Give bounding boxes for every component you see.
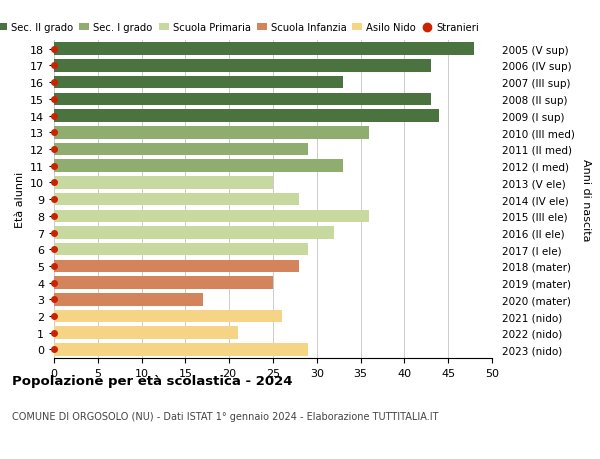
Bar — [54, 177, 273, 189]
Bar — [54, 227, 334, 239]
Text: Popolazione per età scolastica - 2024: Popolazione per età scolastica - 2024 — [12, 374, 293, 387]
Bar — [54, 77, 343, 89]
Text: COMUNE DI ORGOSOLO (NU) - Dati ISTAT 1° gennaio 2024 - Elaborazione TUTTITALIA.I: COMUNE DI ORGOSOLO (NU) - Dati ISTAT 1° … — [12, 411, 439, 421]
Bar — [54, 93, 431, 106]
Bar — [54, 110, 439, 123]
Bar — [54, 293, 203, 306]
Legend: Sec. II grado, Sec. I grado, Scuola Primaria, Scuola Infanzia, Asilo Nido, Stran: Sec. II grado, Sec. I grado, Scuola Prim… — [0, 23, 479, 33]
Bar — [54, 260, 299, 273]
Bar — [54, 243, 308, 256]
Bar — [54, 343, 308, 356]
Bar — [54, 143, 308, 156]
Bar — [54, 277, 273, 289]
Bar — [54, 210, 370, 223]
Bar — [54, 127, 370, 139]
Bar — [54, 193, 299, 206]
Y-axis label: Anni di nascita: Anni di nascita — [581, 158, 591, 241]
Bar — [54, 310, 282, 323]
Bar — [54, 160, 343, 173]
Bar — [54, 60, 431, 73]
Y-axis label: Età alunni: Età alunni — [14, 172, 25, 228]
Bar — [54, 327, 238, 339]
Bar — [54, 44, 475, 56]
